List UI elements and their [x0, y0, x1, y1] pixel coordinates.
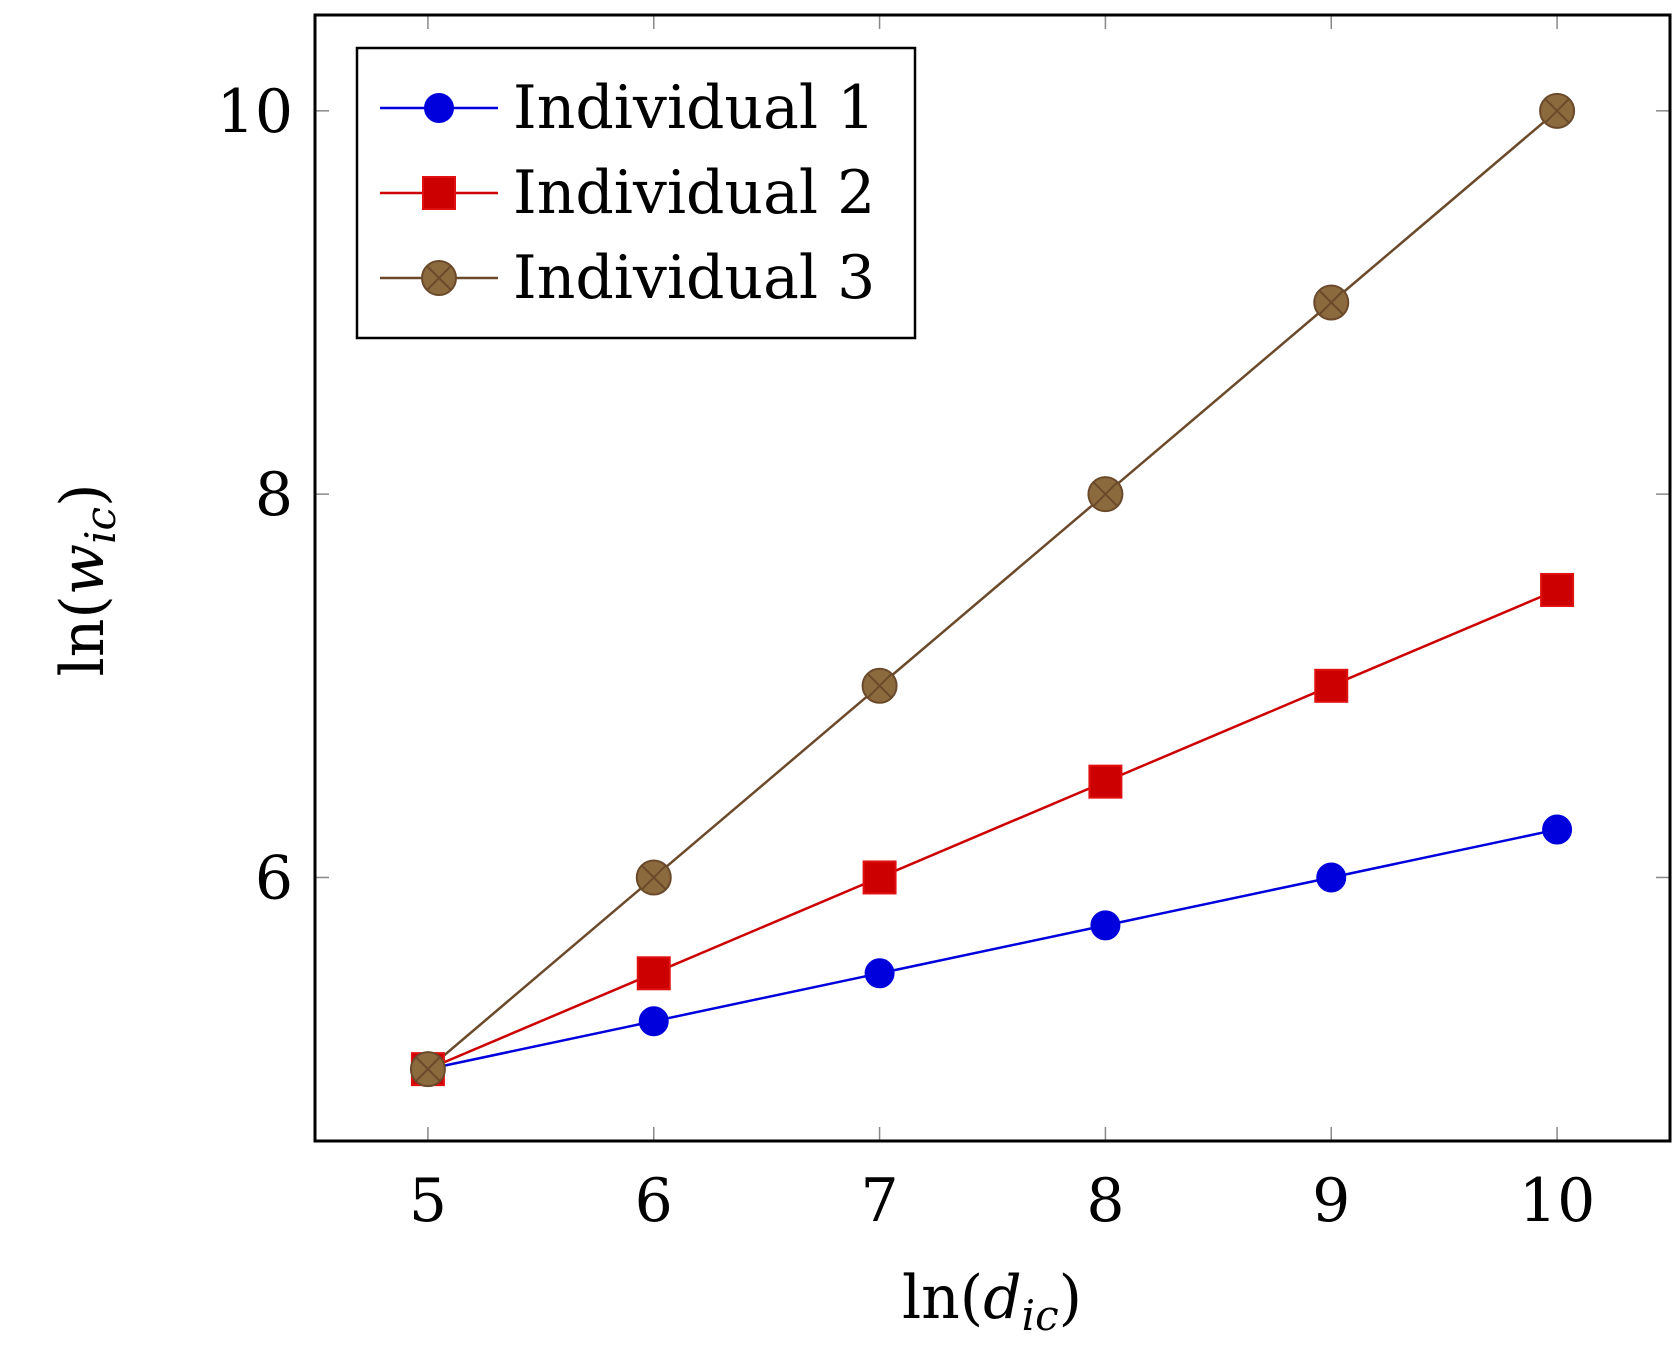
series-2-point: [862, 860, 897, 895]
series-1-point: [864, 958, 895, 989]
series-3-point-cross-b: [641, 864, 667, 891]
series-3-point: [1539, 92, 1576, 129]
y-tick-label: 10: [217, 77, 293, 147]
series-2-point: [1540, 572, 1575, 607]
ticks-layer: 5 6 7 8 9 10 6 8 10: [217, 15, 1670, 1236]
series-3-point: [409, 1051, 446, 1088]
legend-label-2: Individual 2: [513, 158, 875, 228]
series-line-1: [427, 828, 1558, 1071]
legend-marker-3-cross-b: [426, 265, 452, 291]
x-axis-label: ln(dic): [902, 1263, 1082, 1340]
x-tick-label: 8: [1086, 1166, 1124, 1236]
x-tick-label: 9: [1312, 1166, 1350, 1236]
series-3-point: [1313, 284, 1350, 321]
series-3-point-cross-b: [1544, 98, 1570, 124]
series-3-point-cross-b: [866, 673, 893, 699]
series-3-point-cross-b: [1318, 289, 1344, 316]
series-2-point: [1314, 668, 1349, 703]
series-1-point: [1542, 814, 1573, 845]
series-2-point: [636, 956, 671, 991]
series-line-2: [427, 588, 1558, 1071]
plot-frame: [313, 13, 1672, 1143]
series-line-3: [427, 109, 1558, 1071]
legend-label-3: Individual 3: [513, 243, 875, 313]
x-tick-label: 6: [635, 1166, 673, 1236]
series-3-point-cross-b: [415, 1056, 441, 1082]
x-tick-label: 7: [860, 1166, 898, 1236]
series-3-point: [635, 859, 672, 896]
series-3-point: [1087, 476, 1124, 513]
x-tick-label: 5: [409, 1166, 447, 1236]
series-layer: [409, 92, 1576, 1088]
series-3-point-cross-b: [1092, 481, 1119, 507]
legend-marker-3: [421, 260, 457, 296]
series-1-point: [1090, 910, 1121, 941]
legend-entries: Individual 1 Individual 2 Individual 3: [380, 73, 875, 313]
y-axis-label: ln(wic): [48, 484, 125, 677]
legend-label-1: Individual 1: [513, 73, 875, 143]
y-tick-label: 6: [255, 843, 293, 913]
series-3-point: [861, 667, 898, 704]
series-2-point: [1088, 764, 1123, 799]
series-1-point: [638, 1006, 669, 1037]
y-tick-label: 8: [255, 460, 293, 530]
legend-marker-1: [424, 93, 454, 123]
legend-marker-2: [422, 176, 456, 210]
legend: Individual 1 Individual 2 Individual 3: [355, 46, 917, 340]
series-1-point: [1316, 862, 1347, 893]
x-tick-label: 10: [1519, 1166, 1595, 1236]
